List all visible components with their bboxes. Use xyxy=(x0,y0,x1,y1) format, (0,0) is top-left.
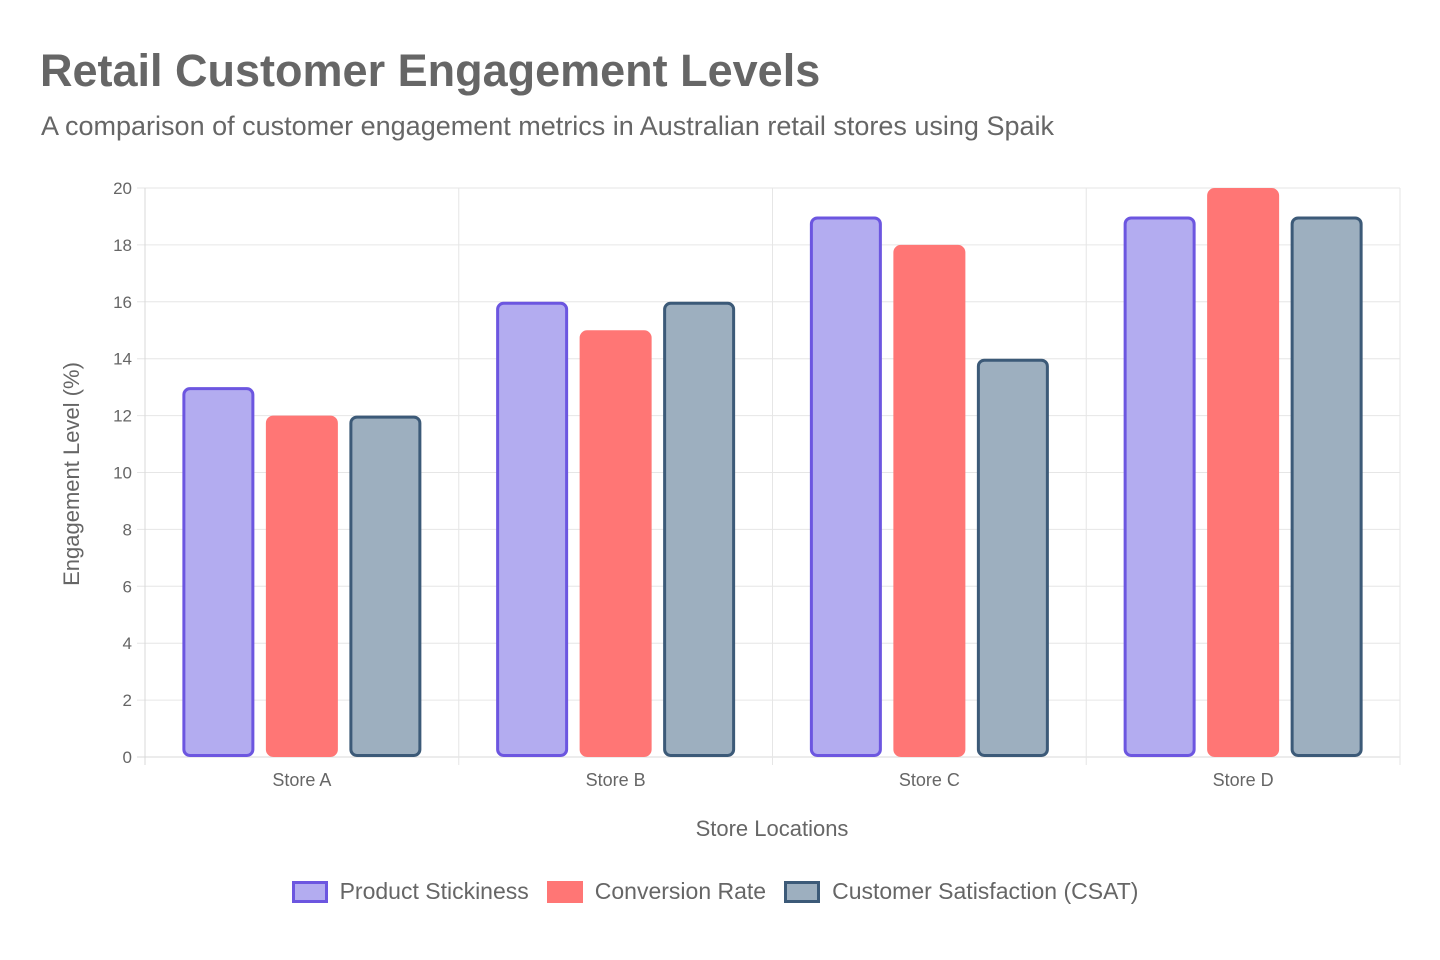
bar xyxy=(1290,216,1363,757)
y-tick-label: 0 xyxy=(123,748,132,767)
bars xyxy=(182,188,1363,757)
x-tick-label: Store B xyxy=(586,770,646,790)
y-tick-label: 6 xyxy=(123,577,132,596)
y-tick-label: 8 xyxy=(123,520,132,539)
bar xyxy=(976,358,1049,757)
y-tick-label: 12 xyxy=(113,407,132,426)
x-tick-label: Store A xyxy=(272,770,331,790)
legend-swatch xyxy=(784,880,821,903)
legend-swatch xyxy=(546,880,583,903)
y-tick-label: 20 xyxy=(113,179,132,198)
chart-subtitle: A comparison of customer engagement metr… xyxy=(41,111,1054,141)
bar xyxy=(1123,216,1196,757)
y-tick-label: 10 xyxy=(113,464,132,483)
bar xyxy=(579,330,652,757)
y-tick-label: 2 xyxy=(123,691,132,710)
legend-label: Product Stickiness xyxy=(339,878,529,904)
legend-item[interactable]: Customer Satisfaction (CSAT) xyxy=(784,878,1138,905)
chart-title: Retail Customer Engagement Levels xyxy=(40,45,821,96)
legend-label: Customer Satisfaction (CSAT) xyxy=(832,878,1139,904)
bar xyxy=(893,244,966,757)
x-tick-label: Store C xyxy=(899,770,960,790)
bar xyxy=(809,216,882,757)
bar xyxy=(1207,188,1280,757)
y-tick-label: 4 xyxy=(123,634,132,653)
y-axis: 0 2 4 6 8 10 12 14 16 18 20 xyxy=(113,179,132,767)
bar xyxy=(663,301,736,757)
x-axis-title: Store Locations xyxy=(696,816,849,841)
bar xyxy=(182,387,255,757)
x-axis: Store A Store B Store C Store D xyxy=(272,770,1273,790)
legend-label: Conversion Rate xyxy=(594,878,767,904)
y-tick-label: 14 xyxy=(113,350,132,369)
legend-item[interactable]: Product Stickiness xyxy=(291,878,529,905)
legend-item[interactable]: Conversion Rate xyxy=(546,878,767,905)
bar xyxy=(496,301,569,757)
x-tick-label: Store D xyxy=(1213,770,1274,790)
legend: Product Stickiness Conversion Rate Custome… xyxy=(0,878,1435,905)
y-tick-label: 16 xyxy=(113,293,132,312)
legend-swatch xyxy=(291,880,328,903)
bar xyxy=(349,415,422,757)
y-tick-label: 18 xyxy=(113,236,132,255)
bar xyxy=(265,415,338,757)
y-axis-title: Engagement Level (%) xyxy=(59,362,84,586)
